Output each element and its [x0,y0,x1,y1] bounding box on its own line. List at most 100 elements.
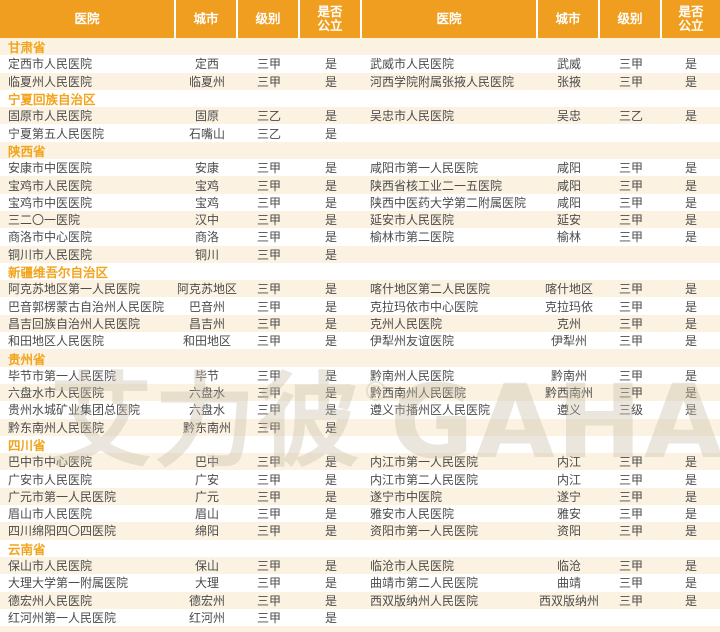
city-cell: 临夏州 [188,74,225,89]
hospital-cell: 延安市人民医院 [370,213,455,228]
public-cell: 是 [324,507,337,522]
public-cell: 是 [684,195,697,210]
table-row: 安康市中医医院 安康 三甲 是 [0,159,362,176]
hospital-cell: 西双版纳州人民医院 [370,593,479,608]
city-cell: 六盘水 [188,386,225,401]
level-cell: 三甲 [618,334,643,349]
table-row: 临夏州人民医院 临夏州 三甲 是 [0,72,362,90]
hospital-cell: 伊犁州友谊医院 [370,334,455,349]
header-cell-city-left: 城市 [176,0,238,38]
hospital-cell: 昌吉回族自治州人民医院 [8,316,141,331]
table-row: 西双版纳州人民医院 西双版纳州 三甲 是 [362,591,720,609]
city-cell: 黔南州 [550,368,587,383]
city-cell: 定西 [194,57,219,72]
hospital-cell: 广安市人民医院 [8,472,93,487]
hospital-cell: 曲靖市第二人民医院 [370,576,479,591]
hospital-cell: 六盘水市人民医院 [8,386,105,401]
public-cell: 是 [324,74,337,89]
level-cell: 三甲 [618,507,643,522]
table-row: 巴中市中心医院 巴中 三甲 是 [0,453,362,471]
hospital-cell: 榆林市第二医院 [370,230,455,245]
province-section-label: 新疆维吾尔自治区 [8,265,109,281]
hospital-cell: 克州人民医院 [370,316,443,331]
city-cell: 黔东南州 [182,420,231,435]
city-cell: 石嘴山 [188,126,225,141]
province-section-row: 四川省 [0,436,362,453]
hospital-cell: 固原市人民医院 [8,109,93,124]
city-cell: 昌吉州 [188,316,225,331]
level-cell: 三甲 [256,610,281,625]
table-row: 内江市第二人民医院 内江 三甲 是 [362,470,720,487]
public-cell: 是 [684,282,697,297]
level-cell: 三甲 [256,403,281,418]
level-cell: 三甲 [618,386,643,401]
hospital-cell: 遵义市播州区人民医院 [370,403,491,418]
city-cell: 固原 [194,109,219,124]
empty-row [362,609,720,626]
partial-row-strip [0,626,720,632]
level-cell: 三甲 [256,161,281,176]
hospital-cell: 保山市人民医院 [8,559,93,574]
level-cell: 三甲 [618,230,643,245]
level-cell: 三甲 [618,57,643,72]
hospital-cell: 武威市人民医院 [370,57,455,72]
table-row: 阿克苏地区第一人民医院 阿克苏地区 三甲 是 [0,280,362,298]
table-right-half: 武威市人民医院 武威 三甲是河西学院附属张掖人民医院 张掖 三甲是吴忠市人民医院 吴忠 三乙… [362,38,720,626]
province-section-label: 陕西省 [8,143,46,159]
public-cell: 是 [324,559,337,574]
level-cell: 三甲 [618,489,643,504]
empty-row [362,124,720,141]
table-row: 陕西中医药大学第二附属医院 咸阳 三甲 是 [362,194,720,211]
hospital-cell: 喀什地区第二人民医院 [370,282,491,297]
city-cell: 伊犁州 [550,334,587,349]
header-cell-city-right: 城市 [538,0,600,38]
level-cell: 三甲 [256,368,281,383]
hospital-cell: 四川绵阳四〇四医院 [8,524,117,539]
public-cell: 是 [684,213,697,228]
hospital-cell: 巴中市中心医院 [8,455,93,470]
table-row: 六盘水市人民医院 六盘水 三甲 是 [0,383,362,402]
city-cell: 榆林 [556,230,581,245]
table-row: 巴音郭楞蒙古自治州人民医院 巴音州 三甲 是 [0,297,362,314]
table-row: 宝鸡市人民医院 宝鸡 三甲 是 [0,176,362,194]
hospital-cell: 眉山市人民医院 [8,507,93,522]
level-cell: 三甲 [618,195,643,210]
table-row: 固原市人民医院 固原 三乙 是 [0,107,362,125]
hospital-cell: 临夏州人民医院 [8,74,93,89]
province-section-label: 贵州省 [8,351,46,367]
public-cell: 是 [684,109,697,124]
table-row: 河西学院附属张掖人民医院 张掖 三甲 是 [362,72,720,90]
public-cell: 是 [324,109,337,124]
city-cell: 临沧 [556,559,581,574]
city-cell: 延安 [556,213,581,228]
level-cell: 三甲 [256,507,281,522]
hospital-cell: 贵州水城矿业集团总医院 [8,403,141,418]
hospital-cell: 大理大学第一附属医院 [8,576,129,591]
province-section-label: 云南省 [8,541,46,557]
hospital-cell: 内江市第一人民医院 [370,455,479,470]
table-header: 医院 城市 级别 是否公立 医院 城市 级别 是否公立 [0,0,720,38]
public-cell: 是 [684,489,697,504]
level-cell: 三乙 [618,109,643,124]
city-cell: 咸阳 [556,161,581,176]
public-cell: 是 [684,576,697,591]
public-cell: 是 [324,57,337,72]
public-cell: 是 [324,282,337,297]
hospital-cell: 临沧市人民医院 [370,559,455,574]
table-row: 红河州第一人民医院 红河州 三甲 是 [0,609,362,626]
public-cell: 是 [324,524,337,539]
city-cell: 遵义 [556,403,581,418]
table-left-half: 甘肃省 定西市人民医院 定西 三甲是临夏州人民医院 临夏州 三甲是宁夏回族自治区 固原市人民… [0,38,362,626]
city-cell: 红河州 [188,610,225,625]
table-row: 黔南州人民医院 黔南州 三甲 是 [362,367,720,384]
province-section-row: 新疆维吾尔自治区 [0,263,362,280]
hospital-cell: 毕节市第一人民医院 [8,368,117,383]
public-cell: 是 [324,316,337,331]
hospital-cell: 德宏州人民医院 [8,593,93,608]
city-cell: 保山 [194,559,219,574]
city-cell: 六盘水 [188,403,225,418]
public-cell: 是 [684,386,697,401]
header-cell-public-left: 是否公立 [300,0,362,38]
level-cell: 三甲 [618,593,643,608]
province-section-row: 贵州省 [0,349,362,367]
